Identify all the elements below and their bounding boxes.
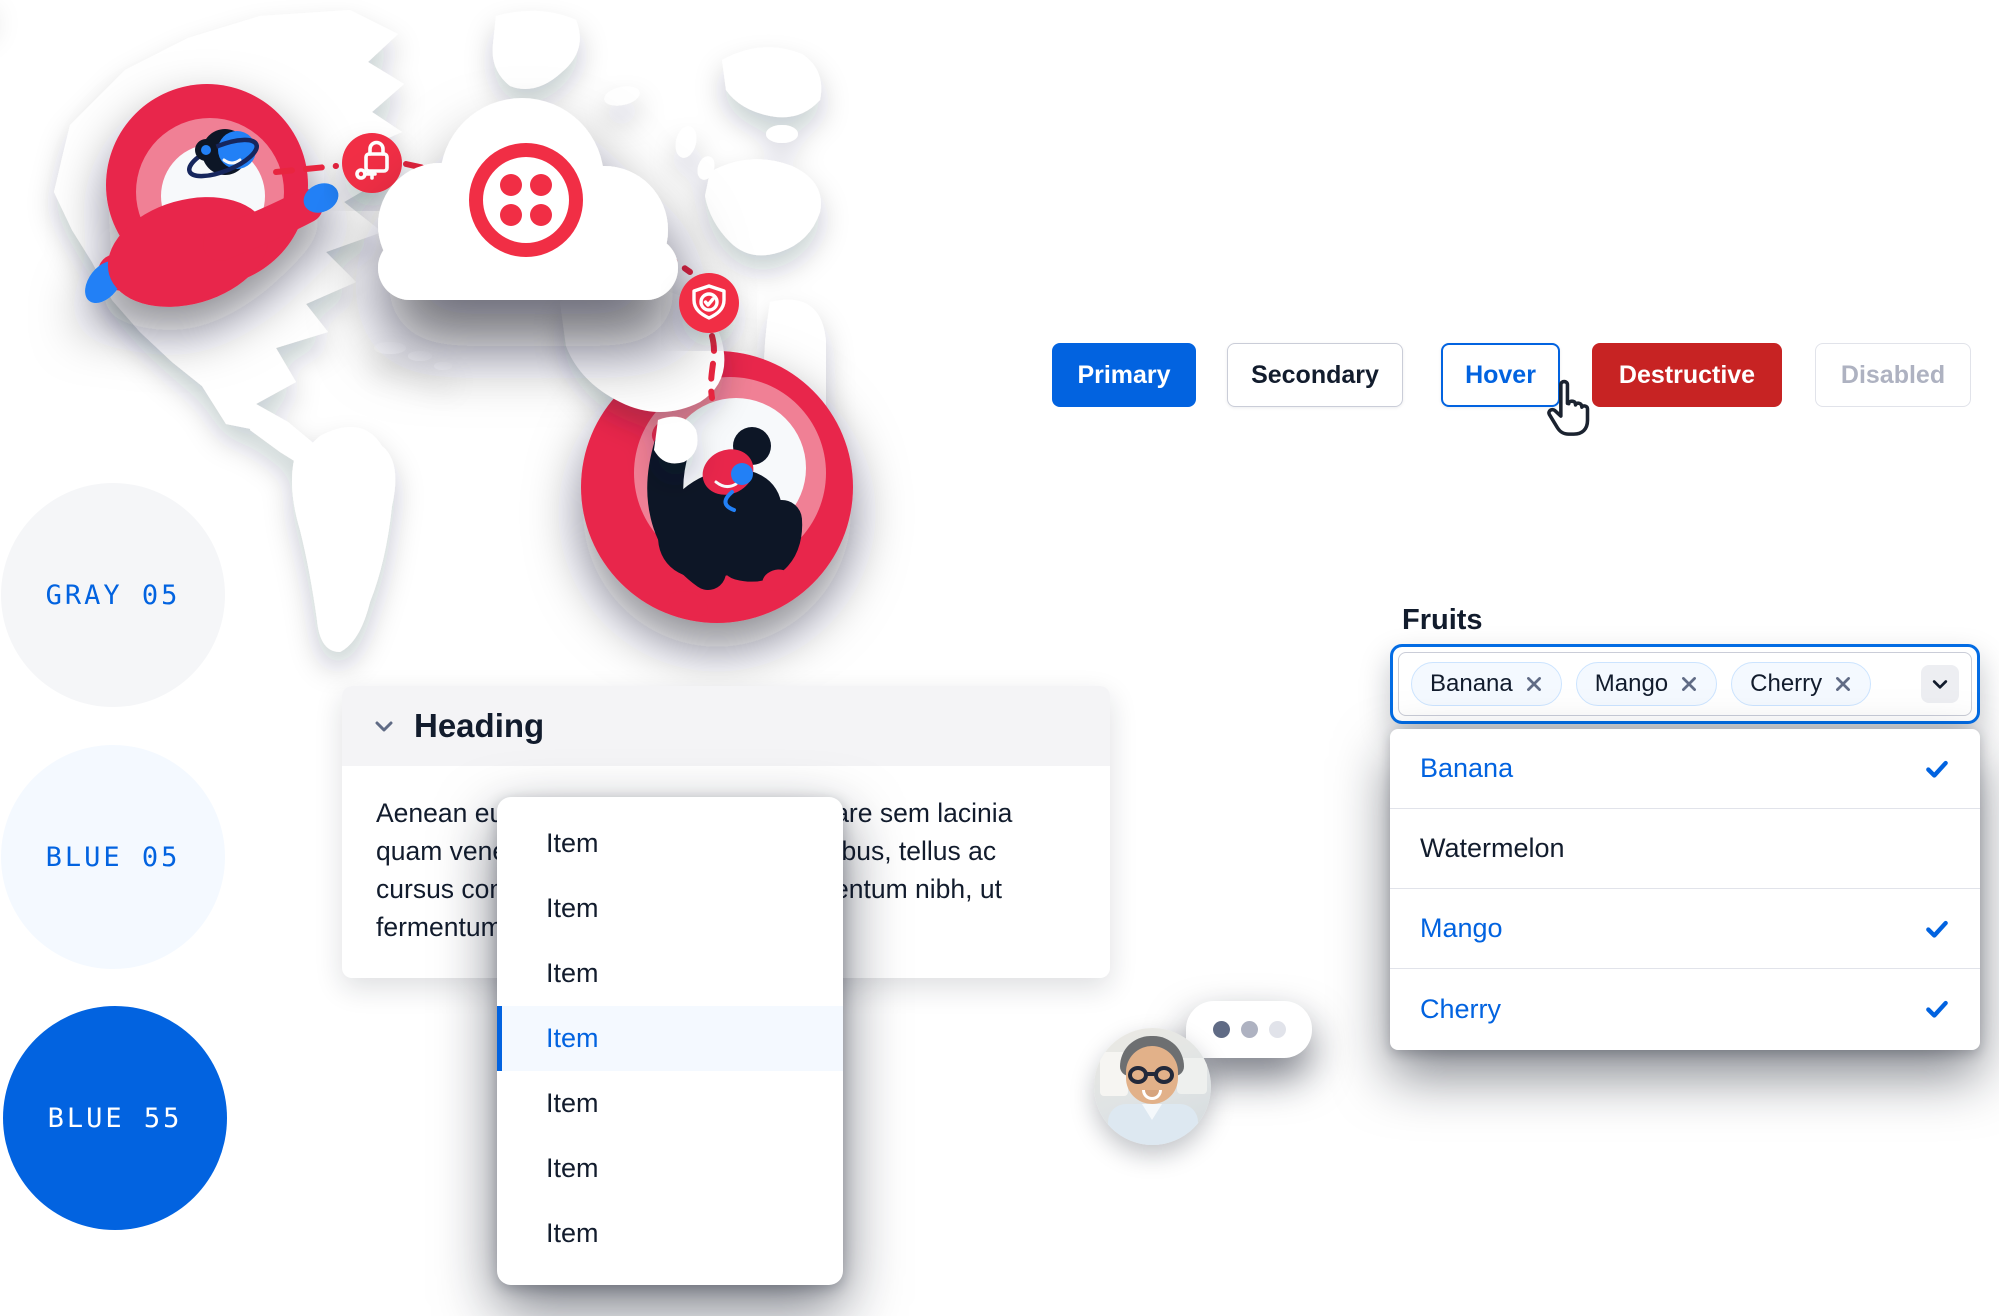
disclosure-heading: Heading	[414, 707, 545, 744]
menu-item[interactable]: Item	[546, 893, 599, 923]
option-cherry[interactable]: Cherry	[1390, 969, 1980, 1049]
agent-illustration-left	[85, 84, 339, 307]
typing-dot	[1240, 1021, 1258, 1038]
hover-button[interactable]: Hover	[1441, 343, 1560, 407]
chip-label: Mango	[1594, 670, 1669, 697]
world-map-illustration	[54, 10, 853, 652]
combobox-toggle-button[interactable]	[1921, 665, 1959, 703]
option-banana[interactable]: Banana	[1390, 729, 1980, 809]
swatch-blue-05: BLUE 05	[1, 745, 225, 969]
twilio-cloud	[378, 98, 678, 300]
typing-dot	[1268, 1021, 1286, 1038]
option-mango[interactable]: Mango	[1390, 889, 1980, 969]
fruits-listbox: Banana Watermelon Mango Cherry	[1390, 729, 1980, 1050]
chip-banana[interactable]: Banana	[1411, 662, 1562, 706]
chevron-down-icon	[375, 721, 393, 732]
check-icon	[1926, 760, 1948, 778]
dropdown-menu: Item Item Item Item Item Item Item	[497, 797, 843, 1285]
destructive-button[interactable]: Destructive	[1592, 343, 1782, 407]
option-watermelon[interactable]: Watermelon	[1390, 809, 1980, 889]
swatch-label: BLUE 55	[47, 1102, 183, 1134]
lock-key-icon	[342, 133, 402, 193]
fruits-label: Fruits	[1402, 604, 1483, 636]
option-label: Watermelon	[1420, 833, 1565, 863]
swatch-gray-05: GRAY 05	[1, 483, 225, 707]
menu-item[interactable]: Item	[546, 828, 599, 858]
close-icon[interactable]	[1834, 675, 1852, 693]
chevron-down-icon	[1932, 680, 1948, 689]
typing-indicator	[1186, 1001, 1312, 1058]
fruits-combobox[interactable]: Banana Mango Cherry	[1390, 644, 1980, 724]
menu-item[interactable]: Item	[546, 1153, 599, 1183]
chip-cherry[interactable]: Cherry	[1731, 662, 1872, 706]
chip-label: Cherry	[1750, 670, 1823, 697]
option-label: Cherry	[1420, 993, 1502, 1024]
agent-illustration-bottom	[581, 351, 853, 623]
menu-item[interactable]: Item	[546, 958, 599, 988]
chip-mango[interactable]: Mango	[1575, 662, 1718, 706]
shield-check-icon	[679, 273, 739, 333]
swatch-label: BLUE 05	[45, 841, 181, 873]
menu-item[interactable]: Item	[546, 1088, 599, 1118]
primary-button[interactable]: Primary	[1052, 343, 1196, 407]
disabled-button: Disabled	[1815, 343, 1971, 407]
swatch-label: GRAY 05	[45, 579, 181, 611]
disclosure-header[interactable]: Heading	[342, 686, 1110, 766]
chip-label: Banana	[1430, 670, 1513, 697]
close-icon[interactable]	[1525, 675, 1543, 693]
avatar	[1094, 1028, 1211, 1145]
fruits-combobox-field[interactable]: Banana Mango Cherry	[1398, 652, 1972, 716]
option-label: Mango	[1420, 913, 1503, 943]
typing-dot	[1212, 1021, 1230, 1038]
check-icon	[1926, 920, 1948, 938]
swatch-blue-55: BLUE 55	[3, 1006, 227, 1230]
menu-item-active[interactable]: Item	[497, 1006, 843, 1071]
check-icon	[1926, 1000, 1948, 1018]
close-icon[interactable]	[1680, 675, 1698, 693]
menu-item[interactable]: Item	[546, 1218, 599, 1248]
twilio-logo	[469, 143, 583, 257]
secondary-button[interactable]: Secondary	[1227, 343, 1403, 407]
option-label: Banana	[1420, 753, 1514, 783]
